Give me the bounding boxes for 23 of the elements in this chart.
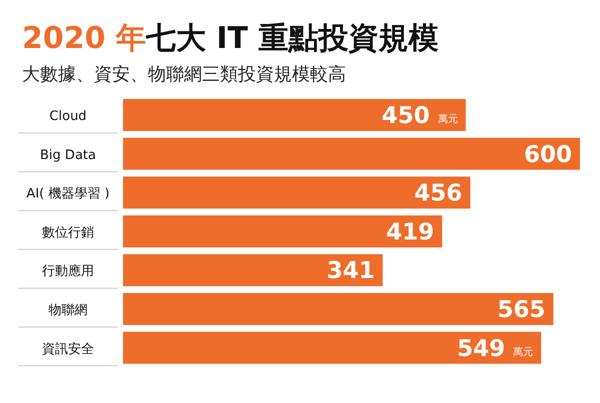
bar (123, 254, 383, 286)
data-label: 450 萬元 (382, 103, 458, 129)
data-label: 565 (497, 297, 546, 323)
chart-subtitle: 大數據、資安、物聯網三類投資規模較高 (22, 64, 346, 85)
bar (123, 332, 542, 364)
data-label: 419 (386, 219, 434, 246)
data-label: 600 (524, 142, 572, 168)
data-label: 456 (414, 180, 462, 207)
y-tick-label: 物聯網 (48, 303, 88, 318)
bar (123, 215, 442, 248)
data-label: 549 萬元 (457, 336, 534, 362)
bar (123, 99, 466, 131)
bar (123, 176, 470, 209)
y-tick-label: 行動應用 (42, 264, 94, 280)
y-tick-label: Cloud (49, 109, 87, 124)
bar (123, 293, 554, 325)
y-tick-label: AI( 機器學習 ) (26, 186, 110, 202)
y-tick-label: Big Data (40, 148, 96, 163)
data-label: 341 (326, 258, 375, 284)
y-tick-label: 資訊安全 (42, 340, 94, 357)
bar (123, 138, 580, 170)
y-tick-label: 數位行銷 (42, 225, 94, 240)
chart-title: 2020 年七大 IT 重點投資規模 (22, 21, 438, 56)
